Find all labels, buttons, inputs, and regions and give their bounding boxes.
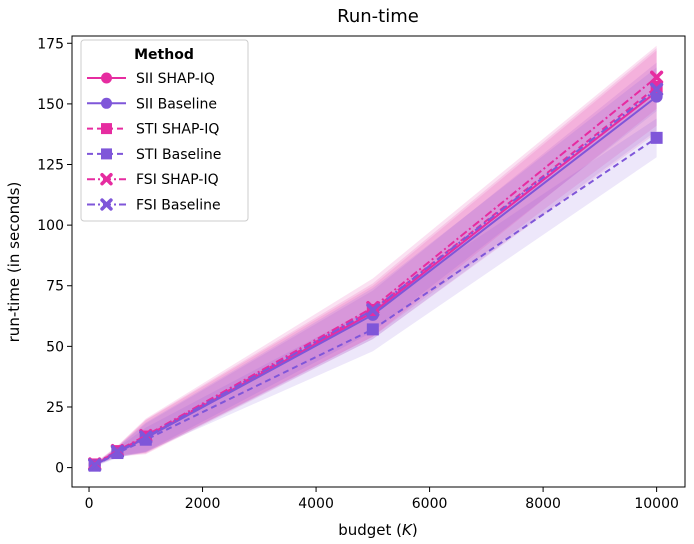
y-tick-label: 100 [37, 218, 64, 234]
legend-marker [100, 173, 113, 186]
band-sii-shap-iq [94, 50, 657, 466]
x-tick-label: 2000 [185, 496, 221, 512]
legend-marker [101, 97, 112, 109]
legend-marker [100, 198, 113, 211]
point-sti-baseline [366, 323, 379, 336]
y-tick-label: 150 [37, 97, 64, 113]
legend-label: SII SHAP-IQ [136, 71, 215, 87]
x-tick-label: 8000 [525, 496, 561, 512]
x-axis-label: budget (K) [338, 521, 418, 539]
point-fsi-baseline [366, 303, 380, 317]
y-axis-ticks: 0 25 50 75 100 125 150 175 [37, 36, 72, 477]
legend: Method SII SHAP-IQ SII Baseline STI SHAP-I… [80, 39, 249, 222]
band-fsi-shap-iq [94, 45, 657, 465]
x-tick-label: 4000 [298, 496, 334, 512]
plot-frame [71, 35, 686, 488]
point-sti-baseline [650, 131, 663, 144]
y-tick-label: 25 [46, 400, 64, 416]
y-tick-label: 125 [37, 158, 64, 174]
legend-item-fsi-baseline: FSI Baseline [87, 198, 221, 214]
legend-item-sti-shap-iq: STI SHAP-IQ [87, 122, 219, 138]
point-fsi-baseline [110, 444, 125, 459]
band-sti-shap-iq [94, 48, 657, 466]
y-tick-label: 75 [46, 279, 64, 295]
legend-marker [101, 72, 112, 84]
y-axis-label: run-time (in seconds) [5, 182, 23, 343]
legend-label: SII Baseline [136, 96, 217, 112]
point-fsi-baseline [650, 82, 664, 96]
legend-item-sii-shap-iq: SII SHAP-IQ [87, 71, 215, 87]
series-lines [88, 70, 664, 472]
line-sti-baseline [94, 137, 658, 467]
x-tick-label: 6000 [412, 496, 448, 512]
x-tick-label: 0 [85, 496, 94, 512]
legend-item-sii-baseline: SII Baseline [87, 96, 217, 112]
legend-marker [101, 148, 112, 160]
y-tick-label: 175 [37, 36, 64, 52]
legend-item-fsi-shap-iq: FSI SHAP-IQ [87, 172, 219, 188]
point-fsi-baseline [139, 430, 153, 444]
y-tick-label: 0 [55, 461, 64, 477]
legend-label: FSI Baseline [136, 198, 221, 214]
legend-marker [101, 123, 112, 135]
legend-box [80, 39, 249, 222]
legend-items: SII SHAP-IQ SII Baseline STI SHAP-IQ STI Ba… [87, 71, 221, 214]
legend-title: Method [134, 47, 194, 63]
chart-title: Run-time [337, 6, 419, 27]
point-fsi-shap-iq [650, 70, 664, 84]
legend-item-sti-baseline: STI Baseline [87, 147, 221, 163]
legend-label: FSI SHAP-IQ [136, 172, 219, 188]
band-fsi-baseline [94, 67, 657, 466]
x-tick-label: 10000 [634, 496, 679, 512]
band-sii-baseline [94, 62, 657, 467]
point-fsi-baseline [88, 458, 102, 472]
legend-label: STI Baseline [136, 147, 221, 163]
legend-label: STI SHAP-IQ [136, 122, 219, 138]
line-fsi-baseline [94, 88, 658, 466]
x-axis-ticks: 0 2000 4000 6000 8000 10000 [85, 487, 679, 512]
y-tick-label: 50 [46, 339, 64, 355]
